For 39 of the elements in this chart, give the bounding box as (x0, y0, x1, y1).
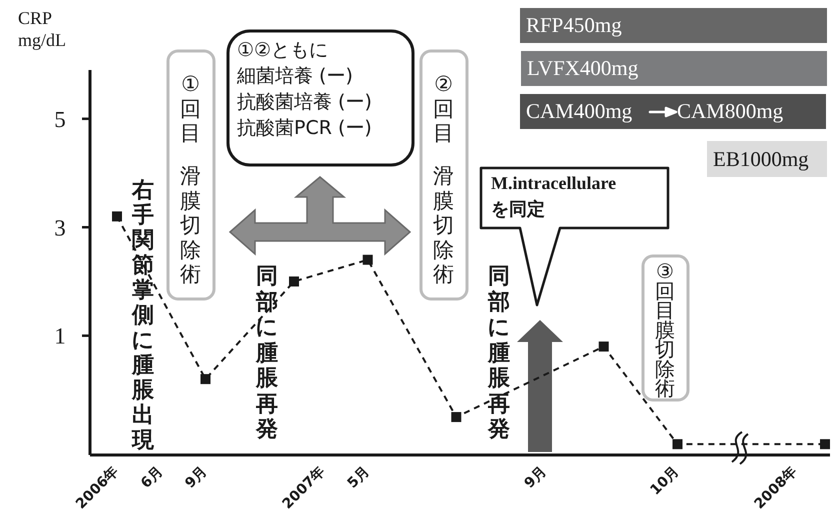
x-tick-label: 10月 (647, 464, 682, 499)
annotation: 滑膜切除術 (179, 164, 202, 286)
annotation: M.intracellulare (491, 172, 616, 195)
treatment-label: CAM800mg (677, 94, 826, 129)
treatment-label: EB1000mg (707, 141, 827, 177)
x-tick-label: 9月 (521, 464, 550, 492)
annotation: 同部に腫脹再発 (255, 264, 279, 442)
annotation: 滑膜切除術 (432, 164, 455, 286)
point (112, 211, 122, 222)
x-tick-label: 9月 (182, 464, 210, 492)
treatment-label: CAM400mg (520, 94, 677, 129)
x-tick-label: 5月 (344, 464, 373, 492)
point (289, 276, 299, 286)
annotation: 抗酸菌培養 (ー) (237, 90, 372, 114)
y-tick-label: 5 (54, 106, 66, 132)
point (362, 254, 373, 265)
treatment-label: LVFX400mg (521, 51, 827, 86)
annotation: LVFX400mg (527, 56, 638, 80)
annotation: 抗酸菌PCR (ー) (237, 116, 372, 140)
annotation: CAM400mg (526, 99, 632, 123)
annotation: EB1000mg (713, 147, 809, 171)
y-axis-title: CRP mg/dL (18, 8, 66, 51)
annotation: CAM800mg (677, 99, 784, 123)
annotation: ③回目膜切除術 (654, 259, 676, 400)
y-tick-label: 1 (54, 324, 66, 349)
point (451, 412, 462, 422)
annotation: 同部に腫脹再発 (487, 264, 511, 442)
treatment-label: RFP450mg (520, 8, 827, 43)
annotation: を同定 (491, 198, 545, 221)
point (598, 342, 609, 352)
annotation: ①回目 (179, 72, 202, 146)
point (672, 439, 682, 450)
annotation: 細菌培養 (ー) (237, 64, 353, 88)
text: ①②ともに (237, 38, 328, 62)
x-tick-label: 6月 (138, 464, 166, 492)
y-tick-label: 3 (54, 215, 66, 240)
point (200, 374, 210, 384)
point (820, 439, 830, 450)
annotation: ②回目 (432, 72, 455, 146)
